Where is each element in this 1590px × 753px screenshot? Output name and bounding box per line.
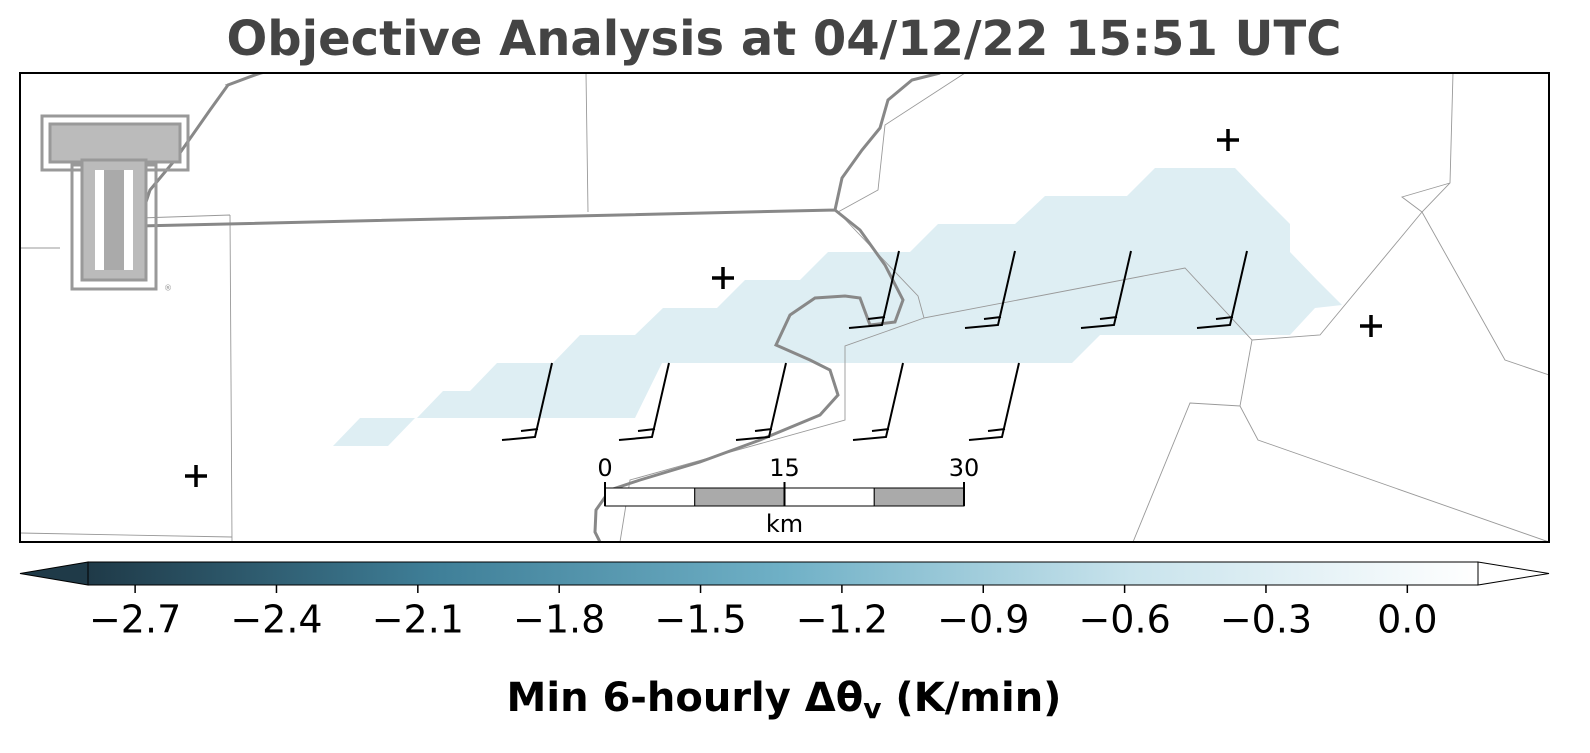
colorbar-tick-label: −0.3 bbox=[1220, 598, 1312, 642]
colorbar: −2.7 −2.4 −2.1 −1.8 −1.5 −1.2 −0.9 −0.6 −0.3 0.0 bbox=[19, 561, 1550, 642]
highways bbox=[136, 73, 941, 542]
colorbar-tick-label: 0.0 bbox=[1377, 598, 1437, 642]
colorbar-tick-label: −1.8 bbox=[513, 598, 605, 642]
barb bbox=[968, 362, 1020, 441]
scale-segment bbox=[873, 487, 965, 507]
scale-unit: km bbox=[766, 510, 803, 538]
wind-barbs bbox=[501, 250, 1248, 441]
colorbar-max-extend bbox=[1477, 561, 1550, 586]
map-frame bbox=[19, 72, 1550, 543]
barb bbox=[848, 250, 900, 329]
plus bbox=[1217, 129, 1239, 151]
scale-tick-label: 0 bbox=[597, 454, 612, 482]
barb bbox=[501, 362, 553, 441]
colorbar-tick-label: −0.6 bbox=[1078, 598, 1170, 642]
colorbar-tick-label: −1.2 bbox=[796, 598, 888, 642]
barb bbox=[618, 362, 670, 441]
barb bbox=[964, 250, 1016, 329]
colorbar-body bbox=[87, 561, 1479, 586]
label-suffix: (K/min) bbox=[881, 675, 1061, 721]
logo: ® bbox=[40, 114, 190, 293]
colorbar-label: Min 6-hourly Δθv (K/min) bbox=[507, 675, 1062, 725]
colorbar-tick-label: −2.4 bbox=[230, 598, 322, 642]
county-lines bbox=[20, 73, 1549, 542]
colorbar-tick-label: −1.5 bbox=[654, 598, 746, 642]
barb bbox=[852, 362, 904, 441]
plus bbox=[712, 267, 734, 289]
map: ® 0 15 30 km bbox=[20, 73, 1549, 542]
barb bbox=[735, 362, 787, 441]
colorbar-tick-label: −0.9 bbox=[937, 598, 1029, 642]
scale-bar: 0 15 30 km bbox=[597, 454, 979, 538]
barb bbox=[1080, 250, 1132, 329]
plus bbox=[185, 465, 207, 487]
scale-segment bbox=[604, 487, 696, 507]
plus bbox=[1360, 315, 1382, 337]
chart-title: Objective Analysis at 04/12/22 15:51 UTC bbox=[227, 11, 1342, 67]
station-markers bbox=[185, 129, 1382, 487]
colorbar-tick-label: −2.7 bbox=[89, 598, 181, 642]
label-main: Min 6-hourly Δθ bbox=[507, 675, 864, 721]
shaded-region bbox=[333, 168, 1342, 446]
scale-tick-label: 30 bbox=[949, 454, 980, 482]
barb bbox=[1196, 250, 1248, 329]
label-sub: v bbox=[863, 692, 881, 725]
colorbar-min-extend bbox=[19, 561, 89, 586]
scale-tick-label: 15 bbox=[769, 454, 800, 482]
colorbar-tick-label: −2.1 bbox=[372, 598, 464, 642]
svg-text:®: ® bbox=[164, 284, 172, 293]
scale-segment bbox=[694, 487, 785, 507]
scale-segment bbox=[784, 487, 875, 507]
